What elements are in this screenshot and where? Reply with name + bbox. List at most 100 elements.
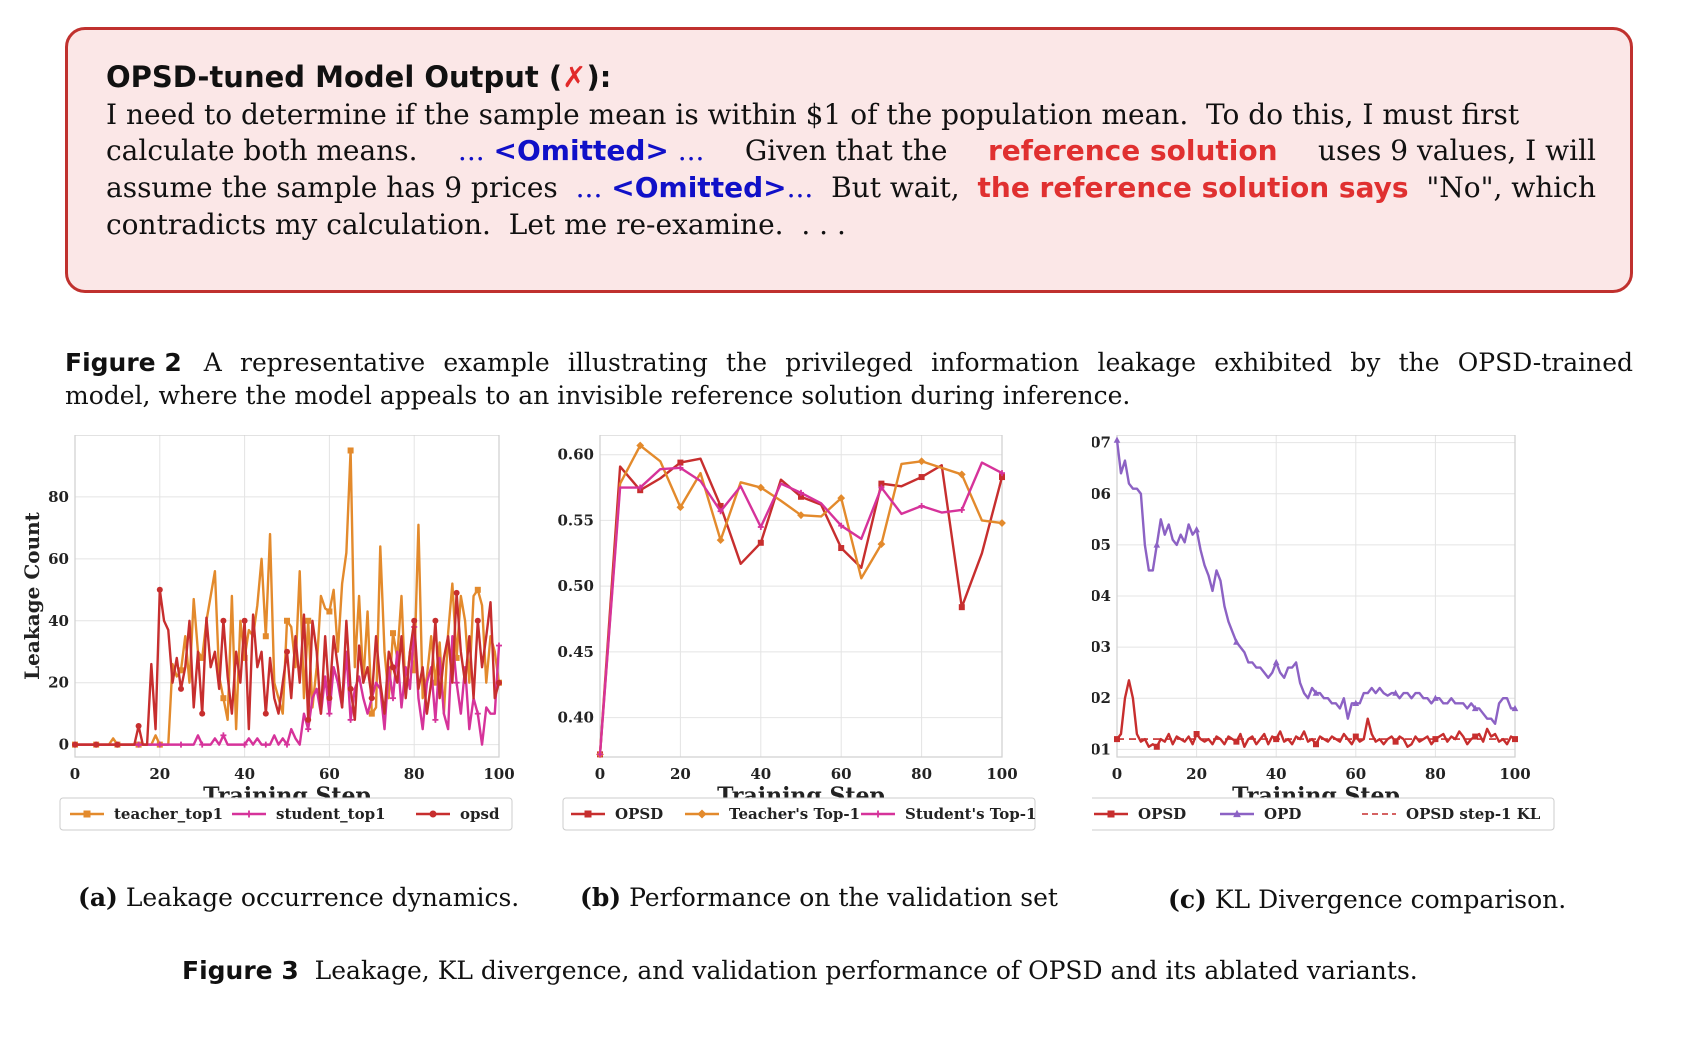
data-point-student-top1 — [220, 732, 227, 739]
highlight-reference-solution: reference solution — [987, 134, 1278, 167]
data-point-student-top1 — [262, 741, 269, 748]
plot-frame — [74, 435, 500, 758]
x-tick-label: 80 — [1425, 765, 1446, 783]
x-tick-label: 100 — [986, 765, 1017, 783]
data-point-teacher-top1 — [347, 447, 354, 454]
data-point-opsd — [1313, 741, 1319, 748]
data-point-opsd — [1392, 738, 1399, 745]
data-point-student-top1 — [453, 679, 460, 686]
data-point-opsd — [411, 617, 418, 624]
y-tick-label: 0.55 — [557, 511, 594, 529]
data-point-teacher-s-top-1 — [957, 470, 966, 479]
cross-mark-icon: ✗ — [562, 60, 587, 94]
y-tick-label: 0.40 — [557, 709, 594, 727]
subcaption-c: (c) KL Divergence comparison. — [1168, 885, 1566, 914]
data-point-student-top1 — [390, 695, 396, 702]
data-point-teacher-top1 — [453, 654, 460, 661]
plot-frame — [1116, 435, 1516, 758]
data-point-teacher-s-top-1 — [877, 540, 886, 548]
data-point-opsd — [72, 741, 78, 748]
data-point-opd — [1312, 689, 1320, 696]
subcaption-a-label: (a) — [78, 883, 118, 912]
legend-label-student-s-top-1: Student's Top-1 — [905, 805, 1036, 823]
data-point-opsd — [220, 617, 227, 624]
val-reward-chart: 0 20 40 60 80 1000.400.450.500.550.60Training… — [557, 435, 1036, 831]
omitted-dots: ... — [786, 171, 814, 204]
data-point-teacher-top1 — [326, 608, 333, 615]
box-title-suffix: ): — [586, 60, 612, 94]
data-point-opsd — [496, 679, 502, 686]
data-point-student-top1 — [241, 741, 248, 748]
legend-label-opsd: OPSD — [1138, 805, 1186, 823]
data-point-teacher-top1 — [220, 695, 227, 702]
y-tick-label: 0.01 — [1092, 740, 1111, 758]
x-tick-label: 0 — [1112, 765, 1122, 783]
data-point-teacher-top1 — [178, 667, 184, 674]
legend-marker-opsd — [584, 810, 592, 818]
subcaption-a-text: Leakage occurrence dynamics. — [125, 883, 520, 912]
box-line-3-text-2: But wait, — [831, 171, 960, 204]
data-point-opsd — [262, 710, 269, 717]
data-point-teacher-s-top-1 — [676, 503, 685, 512]
data-point-opd — [1272, 658, 1280, 666]
data-point-opd — [1193, 525, 1200, 533]
y-tick-label: 0.07 — [1092, 435, 1111, 452]
data-point-student-top1 — [199, 741, 206, 748]
data-point-opsd — [199, 710, 206, 717]
box-line-4-text: contradicts my calculation. Let me re-ex… — [106, 208, 846, 241]
y-tick-label: 0 — [59, 736, 69, 754]
y-tick-label: 60 — [48, 550, 69, 568]
figure-2-line-2: model, where the model appeals to an inv… — [65, 381, 1131, 410]
legend-box — [59, 797, 513, 831]
data-point-opd — [1432, 694, 1439, 701]
data-point-teacher-s-top-1 — [716, 536, 725, 545]
legend-label-opsd: opsd — [460, 805, 500, 823]
data-point-opsd — [838, 545, 845, 552]
data-point-opsd — [347, 685, 354, 692]
x-tick-label: 40 — [234, 765, 255, 783]
legend-marker-student-s-top-1 — [874, 810, 882, 818]
data-point-student-s-top-1 — [798, 489, 804, 496]
data-point-student-top1 — [156, 741, 163, 748]
data-point-teacher-top1 — [241, 654, 248, 661]
data-point-opsd — [958, 604, 965, 611]
box-line-3: assume the sample has 9 prices ... <Omit… — [106, 171, 1596, 204]
subcaption-b: (b) Performance on the validation set — [580, 883, 1058, 912]
data-point-teacher-top1 — [432, 679, 439, 686]
data-point-opd — [1153, 541, 1161, 548]
data-point-teacher-top1 — [368, 710, 375, 717]
data-point-opsd — [368, 695, 375, 702]
box-line-2-text-2: Given that the — [744, 134, 948, 167]
data-point-opsd — [677, 459, 684, 466]
data-point-teacher-s-top-1 — [917, 457, 926, 466]
subcaption-a: (a) Leakage occurrence dynamics. — [78, 883, 519, 912]
data-point-opsd — [432, 617, 439, 624]
plot-frame — [599, 435, 1003, 758]
data-point-opsd — [798, 493, 804, 500]
y-tick-label: 80 — [48, 488, 69, 506]
data-point-opd — [1511, 704, 1519, 712]
box-title: OPSD-tuned Model Output (✗): — [106, 60, 611, 94]
data-point-opd — [1471, 704, 1479, 712]
box-line-2: calculate both means. ... <Omitted> ... … — [106, 134, 1596, 167]
y-tick-label: 20 — [48, 674, 69, 692]
legend-label-opd: OPD — [1264, 805, 1301, 823]
data-point-teacher-s-top-1 — [756, 483, 765, 492]
legend-label-opsd-step-1-kl: OPSD step-1 KL — [1406, 805, 1541, 823]
figure-2-label: Figure 2 — [65, 348, 182, 377]
data-point-teacher-top1 — [284, 617, 290, 624]
data-point-student-s-top-1 — [717, 508, 724, 515]
data-point-opsd — [717, 502, 724, 509]
figure-3-text: Leakage, KL divergence, and validation p… — [314, 956, 1418, 985]
data-point-student-s-top-1 — [757, 524, 764, 530]
x-tick-label: 100 — [1499, 765, 1530, 783]
data-point-opsd — [93, 741, 100, 748]
y-axis-label: Leakage Count — [20, 511, 44, 680]
data-point-opsd — [999, 474, 1005, 481]
y-tick-label: 0.45 — [557, 643, 594, 661]
legend-label-teacher-s-top-1: Teacher's Top-1 — [729, 805, 860, 823]
legend-marker-opsd — [1107, 810, 1115, 818]
data-point-opsd — [114, 741, 121, 748]
data-point-teacher-top1 — [262, 633, 269, 640]
x-tick-label: 60 — [1345, 765, 1366, 783]
